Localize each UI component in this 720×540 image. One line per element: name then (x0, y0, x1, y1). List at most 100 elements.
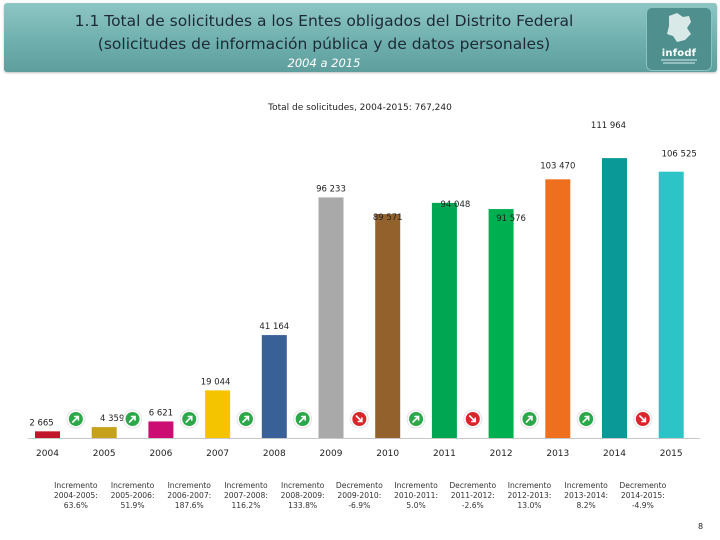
trend-up-icon (123, 409, 143, 429)
category-label: 2014 (603, 449, 626, 459)
change-note: Decremento 2011-2012: -2.6% (445, 481, 501, 511)
change-note-value: 8.2% (576, 501, 596, 510)
change-note-value: 133.8% (288, 501, 318, 510)
trend-up-icon (236, 409, 256, 429)
change-note-period: 2010-2011: (394, 491, 439, 500)
change-note-value: -4.9% (631, 501, 654, 510)
bar-2008 (261, 335, 287, 438)
trend-up-icon (576, 409, 596, 429)
trend-down-icon (463, 409, 483, 429)
bar-2007 (205, 390, 231, 438)
bar-2014 (602, 158, 627, 438)
trend-up-icon (179, 409, 199, 429)
change-note-value: 13.0% (517, 501, 542, 510)
change-note-period: 2004-2005: (53, 491, 98, 500)
value-label: 91 576 (496, 214, 526, 224)
value-label: 19 044 (201, 377, 231, 387)
category-label: 2013 (546, 449, 569, 459)
change-note-period: 2008-2009: (280, 491, 325, 500)
category-label: 2015 (660, 449, 683, 459)
change-note-period: 2014-2015: (620, 491, 665, 500)
change-note: Incremento 2007-2008: 116.2% (218, 481, 274, 511)
trend-up-icon (406, 409, 426, 429)
change-note-period: 2011-2012: (450, 491, 495, 500)
change-note-kind: Incremento (110, 481, 155, 490)
value-label: 6 621 (149, 408, 173, 418)
change-note-period: 2013-2014: (564, 491, 609, 500)
change-note: Incremento 2006-2007: 187.6% (161, 481, 217, 511)
category-label: 2008 (263, 449, 286, 459)
change-note: Incremento 2005-2006: 51.9% (105, 481, 161, 511)
change-note-kind: Incremento (224, 481, 268, 490)
category-label: 2005 (93, 449, 116, 459)
change-note-value: 116.2% (231, 501, 261, 510)
change-note-kind: Incremento (507, 481, 552, 490)
category-label: 2004 (36, 449, 59, 459)
change-note-period: 2009-2010: (337, 491, 382, 500)
change-note-kind: Decremento (619, 481, 667, 490)
change-note-kind: Incremento (54, 481, 98, 490)
change-note-kind: Incremento (167, 481, 211, 490)
category-label: 2012 (490, 449, 513, 459)
bar-2012 (488, 209, 514, 438)
change-note-kind: Decremento (449, 481, 497, 490)
bar-2004 (35, 431, 60, 438)
change-note-value: 51.9% (120, 501, 145, 510)
change-note: Incremento 2004-2005: 63.6% (48, 481, 104, 511)
change-note: Incremento 2012-2013: 13.0% (501, 481, 557, 511)
bar-2011 (431, 202, 457, 438)
header-banner: 1.1 Total de solicitudes a los Entes obl… (4, 3, 717, 72)
trend-up-icon (519, 409, 539, 429)
change-note-value: 187.6% (174, 501, 204, 510)
trend-up-icon (66, 409, 86, 429)
logo-text: infodf (661, 48, 697, 59)
value-label: 96 233 (316, 184, 346, 194)
value-label: 4 359 (100, 414, 124, 424)
change-note: Decremento 2014-2015: -4.9% (615, 481, 671, 511)
change-note-kind: Incremento (280, 481, 325, 490)
change-note-kind: Decremento (335, 481, 383, 490)
change-note: Incremento 2010-2011: 5.0% (388, 481, 444, 511)
bar-2005 (91, 427, 117, 438)
page-title-line2: (solicitudes de información pública y de… (97, 35, 551, 53)
category-label: 2006 (149, 449, 172, 459)
change-note-value: -2.6% (461, 501, 484, 510)
value-label: 41 164 (259, 322, 289, 332)
map-shape-icon (661, 13, 697, 64)
change-note-kind: Incremento (564, 481, 608, 490)
infodf-logo: infodf (646, 7, 712, 71)
category-label: 2010 (376, 449, 399, 459)
bar-2015 (658, 171, 684, 438)
bar-2006 (148, 421, 174, 438)
change-note: Incremento 2008-2009: 133.8% (275, 481, 331, 511)
change-note-value: 63.6% (63, 501, 88, 510)
change-note-period: 2012-2013: (507, 491, 552, 500)
bar-2010 (375, 214, 401, 438)
change-note-period: 2005-2006: (110, 491, 155, 500)
value-label: 94 048 (441, 200, 471, 210)
value-label: 106 525 (662, 150, 697, 160)
change-note: Incremento 2013-2014: 8.2% (558, 481, 614, 511)
page-subtitle: 2004 a 2015 (287, 56, 361, 70)
change-note-value: -6.9% (348, 501, 371, 510)
change-note: Decremento 2009-2010: -6.9% (331, 481, 387, 511)
category-label: 2009 (320, 449, 343, 459)
value-label: 89 571 (373, 213, 403, 223)
value-label: 111 964 (591, 121, 626, 131)
trend-up-icon (293, 409, 313, 429)
change-note-period: 2006-2007: (167, 491, 212, 500)
change-note-kind: Incremento (394, 481, 438, 490)
value-label: 103 470 (540, 161, 575, 171)
bar-2009 (318, 197, 344, 438)
trend-down-icon (349, 409, 369, 429)
value-label: 2 665 (29, 418, 53, 428)
change-note-value: 5.0% (406, 501, 426, 510)
chart-title: Total de solicitudes, 2004-2015: 767,240 (268, 103, 452, 113)
trend-down-icon (633, 409, 653, 429)
bar-2013 (545, 179, 571, 438)
category-label: 2011 (433, 449, 456, 459)
category-label: 2007 (206, 449, 229, 459)
page-number: 8 (698, 522, 704, 531)
change-note-period: 2007-2008: (223, 491, 268, 500)
